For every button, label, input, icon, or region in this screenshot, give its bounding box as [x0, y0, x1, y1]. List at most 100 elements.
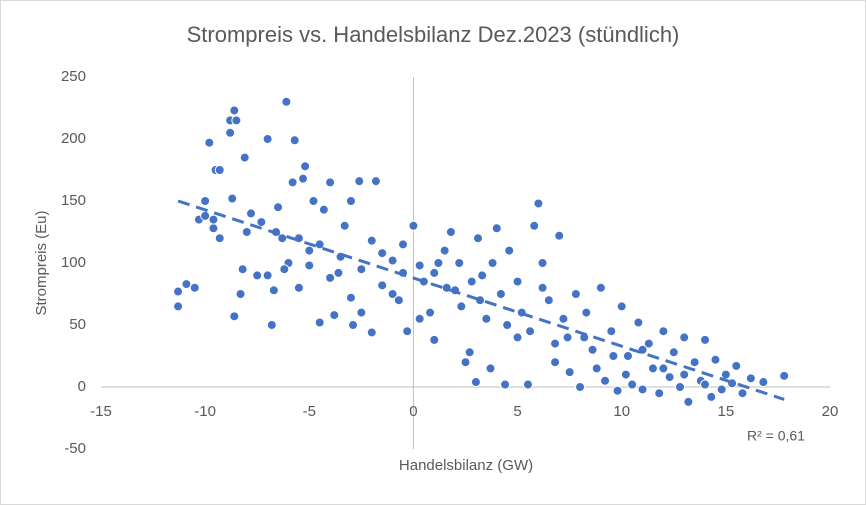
point	[633, 317, 644, 328]
point	[737, 388, 748, 399]
point	[370, 176, 381, 187]
point	[402, 326, 413, 337]
point	[304, 245, 315, 256]
point	[235, 289, 246, 299]
point	[214, 233, 225, 244]
x-tick-label: 20	[822, 403, 839, 420]
point	[664, 372, 675, 383]
point	[339, 220, 350, 231]
trendline	[177, 199, 785, 401]
point	[300, 161, 311, 172]
point	[345, 196, 356, 206]
point	[445, 227, 456, 237]
point	[289, 135, 300, 146]
y-tick-label: 150	[61, 192, 86, 209]
point	[354, 176, 365, 187]
point	[779, 370, 790, 381]
point	[706, 391, 717, 402]
point	[414, 260, 425, 271]
point	[231, 115, 242, 126]
y-tick-label: -50	[64, 440, 86, 457]
point	[366, 327, 377, 338]
point	[377, 248, 388, 259]
point	[189, 282, 200, 293]
point	[658, 363, 669, 374]
point	[525, 326, 536, 337]
point	[298, 173, 309, 184]
point	[348, 320, 359, 330]
point	[477, 270, 488, 281]
point	[595, 282, 606, 293]
point	[591, 363, 602, 374]
point	[470, 377, 481, 388]
point	[252, 270, 263, 281]
point	[304, 260, 315, 271]
point	[637, 384, 648, 395]
point	[266, 320, 277, 330]
point	[472, 233, 483, 244]
point	[558, 313, 569, 324]
point	[570, 289, 581, 299]
point	[627, 379, 638, 390]
point	[554, 230, 565, 241]
point	[200, 196, 211, 206]
point	[325, 272, 336, 283]
x-tick-label: -15	[90, 403, 112, 420]
point	[529, 220, 540, 231]
point	[241, 227, 252, 237]
point	[281, 96, 292, 107]
point	[562, 332, 573, 343]
point	[277, 233, 288, 244]
point	[429, 267, 440, 278]
point	[679, 332, 690, 343]
point	[745, 373, 756, 384]
point	[439, 245, 450, 256]
point	[679, 369, 690, 380]
point	[600, 375, 611, 386]
point	[433, 258, 444, 268]
y-tick-label: 250	[61, 68, 86, 85]
point	[689, 357, 700, 368]
point	[387, 289, 398, 299]
point	[227, 193, 238, 204]
point	[318, 204, 329, 215]
point	[377, 280, 388, 291]
point	[608, 351, 619, 361]
y-tick-label: 0	[78, 378, 86, 395]
point	[345, 292, 356, 303]
point	[731, 360, 742, 371]
point	[208, 223, 219, 234]
point	[622, 351, 633, 361]
point	[550, 357, 561, 368]
point	[683, 396, 694, 407]
point	[654, 388, 665, 399]
point	[408, 220, 419, 231]
point	[387, 255, 398, 266]
point	[550, 338, 561, 349]
point	[675, 382, 686, 392]
point	[658, 326, 669, 337]
point	[485, 363, 496, 374]
x-tick-label: -5	[303, 403, 316, 420]
point	[200, 210, 211, 221]
point	[329, 310, 340, 321]
point	[647, 363, 658, 374]
point	[616, 301, 627, 312]
point	[245, 208, 256, 219]
x-tick-label: 0	[409, 403, 417, 420]
trendline-label: R² = 0,61	[747, 428, 805, 444]
point	[543, 295, 554, 306]
point	[229, 311, 240, 322]
point	[581, 307, 592, 318]
point	[512, 332, 523, 343]
y-axis-title: Strompreis (Eu)	[33, 210, 50, 315]
point	[456, 301, 467, 312]
point	[268, 285, 279, 296]
point	[464, 347, 475, 358]
point	[293, 282, 304, 293]
point	[287, 177, 298, 188]
point	[533, 198, 544, 209]
point	[700, 379, 711, 390]
point	[710, 354, 721, 365]
